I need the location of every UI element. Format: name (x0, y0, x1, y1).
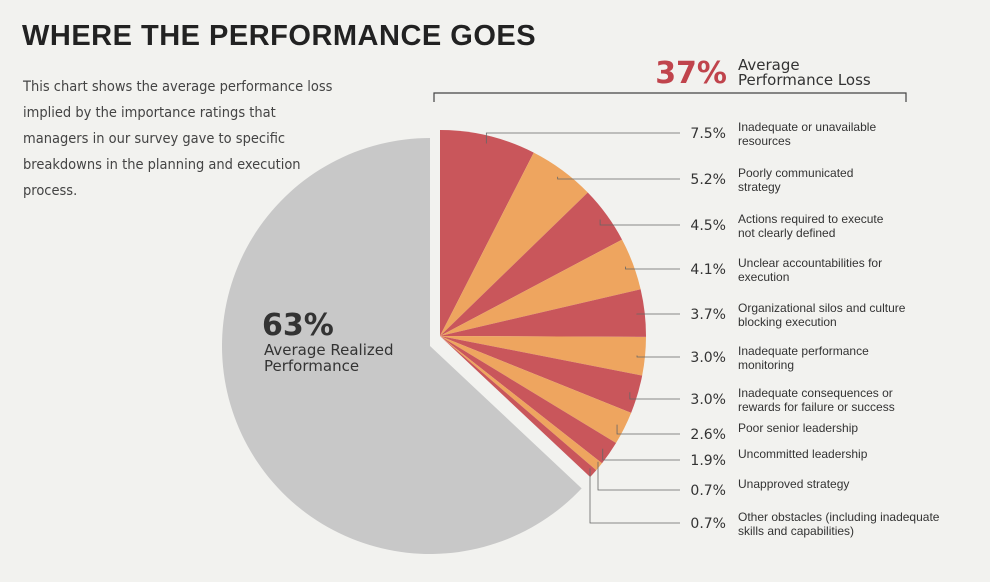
leader-line (625, 266, 680, 270)
loss-slice (440, 336, 643, 413)
slice-pct-label: 1.9% (690, 453, 726, 469)
leader-line (589, 468, 680, 524)
slice-category-label: Other obstacles (including inadequate (738, 510, 940, 524)
loss-slice (440, 192, 623, 336)
leader-line (597, 461, 680, 491)
leader-line (485, 132, 680, 144)
leader-line (616, 424, 680, 435)
realized-pct-label: 63% (262, 308, 334, 343)
loss-pct-label: 37% (655, 56, 727, 91)
slice-pct-label: 3.0% (690, 350, 726, 366)
realized-slice (222, 138, 582, 554)
slice-pct-label: 7.5% (690, 126, 726, 142)
loss-bracket (433, 92, 907, 102)
loss-slice (440, 239, 641, 336)
slice-category-label: not clearly defined (738, 226, 835, 240)
loss-slice (440, 336, 632, 443)
realized-label-line1: Average Realized (264, 341, 394, 359)
slice-category-label: Organizational silos and culture (738, 301, 906, 315)
slice-pct-label: 3.7% (690, 307, 726, 323)
leader-line (599, 219, 680, 226)
slice-category-label: Unclear accountabilities for (738, 256, 882, 270)
slice-pct-label: 4.5% (690, 218, 726, 234)
slice-pct-label: 4.1% (690, 262, 726, 278)
chart-title: WHERE THE PERFORMANCE GOES (22, 20, 537, 52)
slice-category-label: Unapproved strategy (738, 477, 849, 491)
slice-category-label: Inadequate performance (738, 344, 869, 358)
realized-label-line2: Performance (264, 357, 359, 375)
loss-label-line1: Average (738, 56, 800, 74)
loss-slice (440, 130, 534, 336)
loss-slice (440, 336, 597, 478)
leader-line (602, 448, 680, 461)
slice-category-label: skills and capabilities) (738, 524, 854, 538)
slice-category-label: strategy (738, 180, 781, 194)
loss-slice (440, 152, 588, 336)
slice-category-label: Poorly communicated (738, 166, 853, 180)
slice-pct-label: 0.7% (690, 483, 726, 499)
slice-category-label: Poor senior leadership (738, 421, 858, 435)
slice-category-label: resources (738, 134, 791, 148)
leader-line (557, 176, 680, 180)
slice-category-label: Actions required to execute (738, 212, 884, 226)
chart-description: This chart shows the average performance… (23, 79, 333, 199)
leader-line (629, 392, 680, 400)
loss-slice (440, 336, 646, 376)
slice-category-label: monitoring (738, 358, 794, 372)
loss-label-line2: Performance Loss (738, 71, 871, 89)
slice-category-label: rewards for failure or success (738, 400, 895, 414)
slice-category-label: Inadequate consequences or (738, 386, 893, 400)
slice-pct-label: 2.6% (690, 427, 726, 443)
slice-pct-label: 5.2% (690, 172, 726, 188)
slice-category-label: execution (738, 270, 789, 284)
loss-slice (440, 336, 603, 471)
loss-slice (440, 289, 646, 337)
slice-category-label: Inadequate or unavailable (738, 120, 876, 134)
leader-line (636, 355, 680, 358)
slice-category-label: blocking execution (738, 315, 837, 329)
slice-pct-label: 0.7% (690, 516, 726, 532)
loss-slice (440, 336, 617, 464)
slice-category-label: Uncommitted leadership (738, 447, 868, 461)
slice-pct-label: 3.0% (690, 392, 726, 408)
